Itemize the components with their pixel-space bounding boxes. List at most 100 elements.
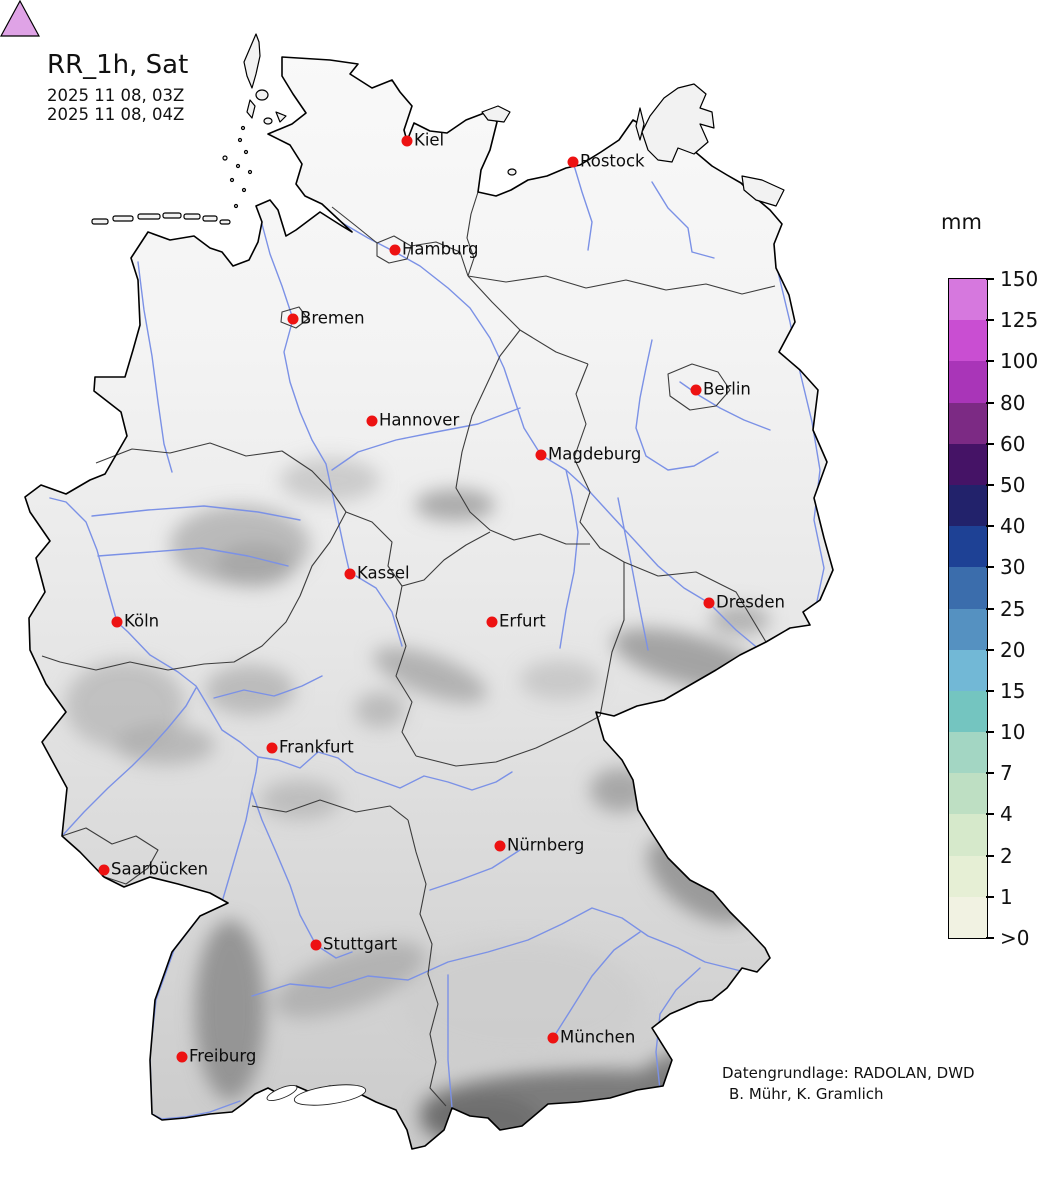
colorbar-tick — [986, 360, 994, 363]
colorbar-segment — [949, 773, 987, 815]
colorbar-segment — [949, 814, 987, 856]
lake-constance — [266, 1084, 367, 1106]
city-label: Dresden — [716, 592, 785, 612]
city-label: Frankfurt — [279, 737, 354, 757]
colorbar-tick-label: 50 — [1000, 472, 1026, 497]
city-dot — [690, 384, 702, 396]
colorbar-tick — [986, 278, 994, 280]
colorbar-tick-label: 125 — [1000, 308, 1039, 333]
colorbar-tick-label: 4 — [1000, 802, 1013, 827]
colorbar-tick-label: 10 — [1000, 720, 1026, 745]
city-dot — [366, 415, 378, 427]
colorbar-tick-label: 150 — [1000, 267, 1039, 291]
colorbar-tick-label: 30 — [1000, 555, 1026, 580]
colorbar-tick — [986, 937, 994, 940]
city-label: Stuttgart — [323, 934, 398, 954]
colorbar-segment — [949, 279, 987, 321]
colorbar-segment — [949, 402, 987, 444]
colorbar-segment — [949, 443, 987, 485]
colorbar-segment — [949, 361, 987, 403]
colorbar-segment — [949, 896, 987, 938]
city-dot — [535, 449, 547, 461]
city-dot — [703, 597, 715, 609]
colorbar-tick — [986, 483, 994, 486]
city-dot — [176, 1051, 188, 1063]
city-dot — [111, 616, 123, 628]
city-dot — [401, 135, 413, 147]
colorbar-segment — [949, 732, 987, 774]
colorbar-tick-label: 25 — [1000, 596, 1026, 621]
city-label: Erfurt — [499, 611, 546, 631]
city-label: Rostock — [580, 151, 645, 171]
city-label: Freiburg — [189, 1046, 257, 1066]
valid-time-range: 2025 11 08, 03Z 2025 11 08, 04Z — [47, 86, 184, 124]
colorbar-tick-label: 60 — [1000, 431, 1026, 456]
city-dot — [266, 742, 278, 754]
city-dot — [98, 864, 110, 876]
colorbar-tick — [986, 731, 994, 734]
city-dot — [486, 616, 498, 628]
city-dot — [567, 156, 579, 168]
colorbar-tick-label: 15 — [1000, 678, 1026, 703]
city-dot — [310, 939, 322, 951]
colorbar-tick-label: 40 — [1000, 514, 1026, 539]
colorbar-tick — [986, 689, 994, 692]
colorbar-tick-label: >0 — [1000, 926, 1030, 951]
colorbar-segment — [949, 567, 987, 609]
colorbar-tick — [986, 607, 994, 610]
city-label: Hannover — [379, 410, 460, 430]
valid-time-start: 2025 11 08, 03Z — [47, 86, 185, 105]
colorbar-tick-label: 1 — [1000, 884, 1013, 909]
colorbar-segment — [949, 526, 987, 568]
city-label: Magdeburg — [548, 444, 642, 464]
page-title: RR_1h, Sat — [47, 50, 189, 80]
colorbar-segment — [949, 690, 987, 733]
credit-source: Datengrundlage: RADOLAN, DWD — [722, 1064, 975, 1082]
colorbar-tick-label: 80 — [1000, 390, 1026, 415]
city-dot — [344, 568, 356, 580]
colorbar-tick-label: 7 — [1000, 761, 1013, 786]
colorbar — [948, 278, 988, 939]
colorbar-segment — [949, 320, 987, 362]
colorbar-segment — [949, 855, 987, 897]
city-label: Nürnberg — [507, 835, 585, 855]
data-credits: Datengrundlage: RADOLAN, DWD B. Mühr, K.… — [722, 1063, 975, 1105]
colorbar-tick — [986, 566, 994, 569]
colorbar-tick — [986, 319, 994, 322]
city-label: Saarbücken — [111, 859, 209, 879]
colorbar-segment — [949, 484, 987, 527]
city-dot — [494, 840, 506, 852]
colorbar-tick — [986, 401, 994, 404]
colorbar-tick — [986, 648, 994, 651]
colorbar-tick — [986, 895, 994, 898]
colorbar-segment — [949, 649, 987, 691]
valid-time-end: 2025 11 08, 04Z — [47, 105, 185, 124]
state-borders — [41, 191, 776, 1107]
colorbar-tick-label: 100 — [1000, 349, 1039, 374]
islands — [91, 33, 785, 225]
colorbar-unit-label: mm — [941, 210, 982, 234]
city-dot — [389, 244, 401, 256]
city-label: Kiel — [414, 130, 445, 150]
city-dot — [287, 313, 299, 325]
colorbar-tick-label: 20 — [1000, 637, 1026, 662]
colorbar-overflow-arrow — [0, 0, 40, 37]
colorbar-tick — [986, 442, 994, 445]
city-label: Kassel — [357, 563, 410, 583]
credit-authors: B. Mühr, K. Gramlich — [729, 1085, 884, 1103]
city-label: Berlin — [703, 379, 751, 399]
colorbar-tick — [986, 525, 994, 528]
colorbar-tick — [986, 854, 994, 857]
colorbar-tick-label: 2 — [1000, 843, 1013, 868]
colorbar-tick — [986, 813, 994, 816]
city-label: Köln — [124, 611, 160, 631]
city-dot — [547, 1032, 559, 1044]
colorbar-tick — [986, 772, 994, 775]
city-label: Bremen — [300, 308, 365, 328]
city-label: Hamburg — [402, 239, 479, 259]
colorbar-segment — [949, 608, 987, 650]
city-label: München — [560, 1027, 636, 1047]
